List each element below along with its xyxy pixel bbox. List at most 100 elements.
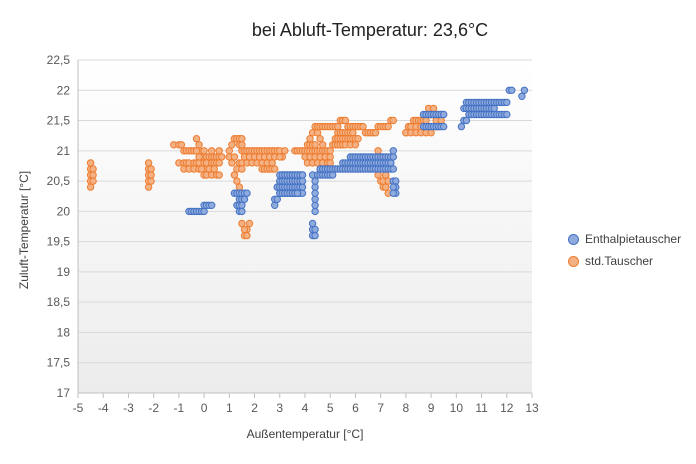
data-point bbox=[208, 147, 216, 155]
chart-title: bei Abluft-Temperatur: 23,6°C bbox=[251, 20, 489, 40]
data-point bbox=[389, 165, 397, 173]
data-point bbox=[371, 129, 380, 137]
legend-item-std-tauscher: std.Tauscher bbox=[568, 250, 693, 272]
data-point bbox=[243, 231, 251, 240]
data-point bbox=[389, 183, 397, 191]
y-tick-label: 22,5 bbox=[47, 53, 71, 67]
data-point bbox=[147, 165, 155, 173]
data-point bbox=[147, 171, 155, 179]
data-point bbox=[238, 141, 246, 149]
data-point bbox=[306, 135, 314, 143]
data-point bbox=[200, 207, 208, 216]
data-point bbox=[311, 201, 319, 210]
x-tick-label: 6 bbox=[352, 401, 359, 415]
data-point bbox=[520, 86, 529, 95]
axes bbox=[77, 60, 533, 398]
x-tick-label: 10 bbox=[450, 401, 464, 415]
data-point bbox=[354, 135, 362, 143]
data-point bbox=[215, 171, 223, 179]
y-axis-label: Zuluft-Temperatur [°C] bbox=[17, 170, 31, 290]
data-point bbox=[218, 153, 226, 161]
data-point bbox=[89, 171, 97, 179]
data-point bbox=[238, 165, 246, 173]
data-series bbox=[86, 86, 529, 240]
data-point bbox=[298, 177, 307, 185]
data-point bbox=[271, 201, 279, 210]
data-point bbox=[276, 153, 284, 161]
data-point bbox=[197, 165, 206, 173]
series-std-tauscher bbox=[86, 104, 445, 240]
data-point bbox=[311, 225, 319, 234]
data-point bbox=[389, 147, 397, 155]
data-point bbox=[311, 141, 319, 149]
data-point bbox=[311, 207, 319, 216]
data-point bbox=[298, 183, 307, 191]
data-point bbox=[311, 231, 319, 240]
data-point bbox=[225, 147, 234, 155]
legend-label-enthalpietauscher: Enthalpietauscher bbox=[585, 232, 682, 246]
data-point bbox=[192, 135, 201, 143]
data-point bbox=[503, 110, 511, 119]
data-point bbox=[192, 147, 201, 155]
x-tick-label: -1 bbox=[174, 401, 185, 415]
x-tick-label: -4 bbox=[98, 401, 109, 415]
data-point bbox=[440, 122, 448, 131]
data-point bbox=[429, 104, 438, 113]
data-point bbox=[382, 183, 390, 191]
data-point bbox=[490, 104, 498, 113]
data-point bbox=[319, 141, 327, 149]
x-tick-label: 12 bbox=[500, 401, 514, 415]
data-point bbox=[86, 183, 95, 191]
x-tick-label: 3 bbox=[276, 401, 283, 415]
legend: Enthalpietauscher std.Tauscher bbox=[568, 228, 693, 272]
data-point bbox=[243, 189, 251, 197]
legend-item-enthalpietauscher: Enthalpietauscher bbox=[568, 228, 693, 250]
data-point bbox=[311, 195, 319, 204]
data-point bbox=[281, 147, 289, 155]
data-point bbox=[384, 122, 392, 131]
data-point bbox=[195, 153, 203, 161]
data-point bbox=[316, 135, 324, 143]
x-tick-label: 9 bbox=[428, 401, 435, 415]
y-tick-label: 20,5 bbox=[47, 174, 71, 188]
x-tick-label: 0 bbox=[201, 401, 208, 415]
data-point bbox=[349, 129, 357, 137]
data-point bbox=[177, 141, 186, 149]
data-point bbox=[440, 110, 448, 119]
data-point bbox=[271, 165, 279, 173]
data-point bbox=[144, 183, 153, 191]
data-point bbox=[326, 159, 334, 167]
data-point bbox=[329, 171, 337, 179]
legend-label-std-tauscher: std.Tauscher bbox=[585, 254, 654, 268]
data-point bbox=[233, 177, 241, 185]
y-tick-label: 19,5 bbox=[47, 235, 71, 249]
x-axis-label: Außentemperatur [°C] bbox=[246, 427, 364, 441]
data-point bbox=[308, 219, 317, 228]
data-point bbox=[200, 147, 208, 155]
x-tick-label: 8 bbox=[403, 401, 410, 415]
data-point bbox=[457, 122, 466, 131]
data-point bbox=[374, 147, 382, 155]
data-point bbox=[462, 116, 471, 125]
data-point bbox=[341, 116, 350, 125]
legend-marker-enthalpietauscher bbox=[568, 233, 579, 245]
data-point bbox=[374, 171, 382, 179]
data-point bbox=[326, 147, 334, 155]
x-tick-label: 5 bbox=[327, 401, 334, 415]
data-point bbox=[382, 171, 390, 179]
data-point bbox=[240, 195, 249, 204]
data-point bbox=[215, 147, 223, 155]
data-point bbox=[351, 141, 360, 149]
data-point bbox=[147, 177, 155, 185]
x-tick-label: -3 bbox=[123, 401, 134, 415]
plot-area bbox=[78, 60, 532, 393]
y-tick-label: 18,5 bbox=[47, 295, 71, 309]
data-point bbox=[311, 177, 319, 185]
data-point bbox=[503, 98, 511, 107]
series-enthalpietauscher bbox=[185, 86, 529, 240]
data-point bbox=[230, 171, 239, 179]
x-tick-label: 13 bbox=[525, 401, 539, 415]
data-point bbox=[208, 201, 216, 210]
